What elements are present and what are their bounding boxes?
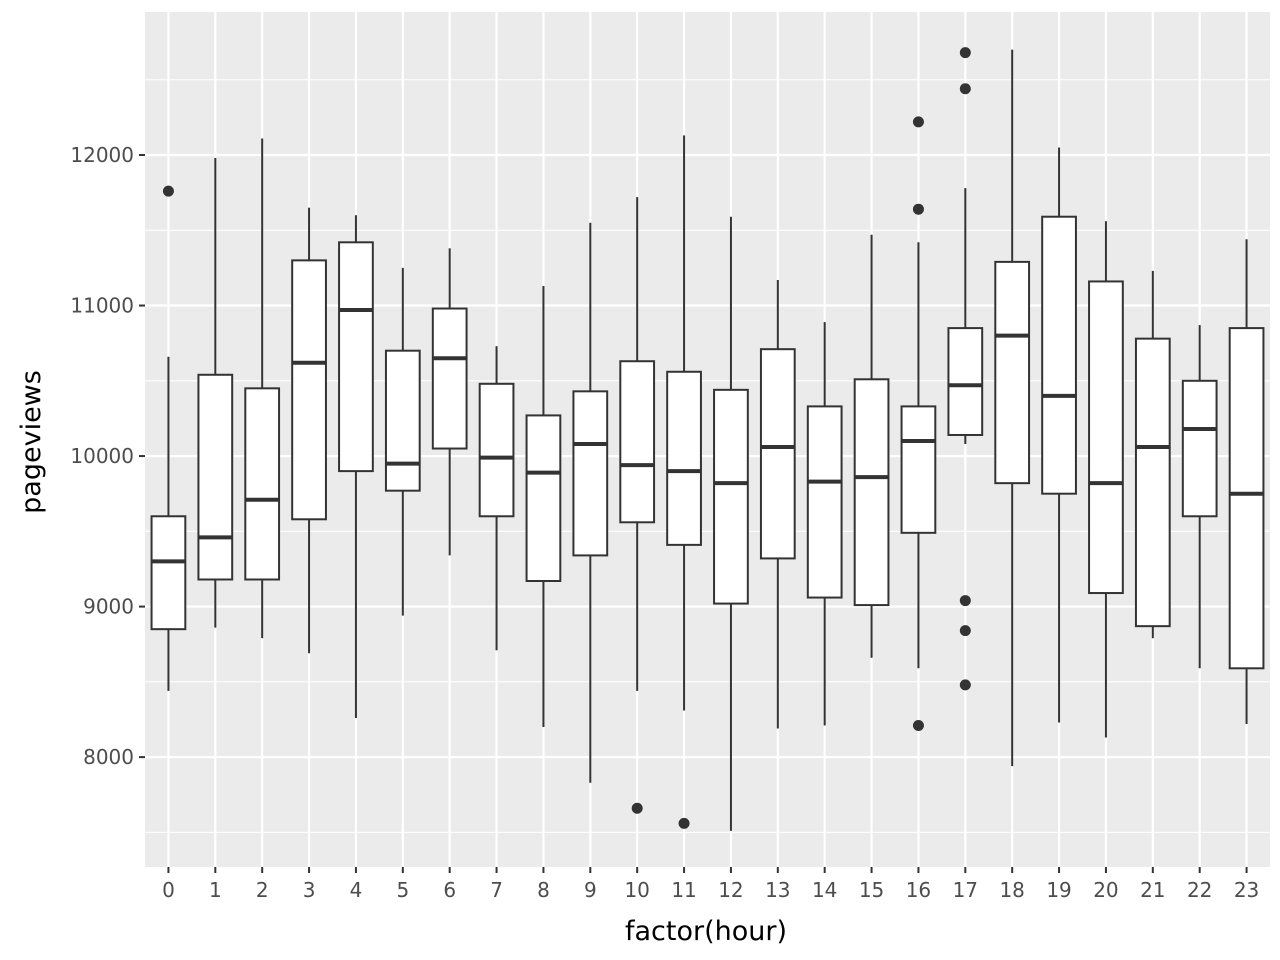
box-hour-12 xyxy=(713,216,749,831)
outlier-point xyxy=(912,116,924,128)
box-hour-16 xyxy=(900,116,937,732)
box-iqr xyxy=(525,414,562,582)
box-hour-10 xyxy=(619,197,656,814)
x-tick-label: 3 xyxy=(303,878,316,902)
minor-gridlines xyxy=(145,79,1270,833)
box-hour-3 xyxy=(291,207,327,654)
outlier-point xyxy=(678,817,690,829)
x-tick-label: 22 xyxy=(1187,878,1212,902)
box-iqr xyxy=(900,405,937,534)
y-tick-label: 10000 xyxy=(70,444,134,468)
outlier-point xyxy=(162,185,174,197)
box-hour-17 xyxy=(947,47,984,691)
x-tick-label: 1 xyxy=(209,878,222,902)
box-hour-7 xyxy=(478,346,515,651)
x-tick-label: 13 xyxy=(765,878,790,902)
box-iqr xyxy=(478,382,515,518)
box-hour-5 xyxy=(384,267,421,616)
box-iqr xyxy=(431,307,468,450)
outlier-point xyxy=(959,47,971,59)
y-axis-title: pageviews xyxy=(16,370,47,514)
outlier-point xyxy=(959,83,971,95)
boxes xyxy=(150,47,1265,831)
outlier-point xyxy=(959,625,971,637)
x-tick-label: 6 xyxy=(443,878,456,902)
x-tick-label: 23 xyxy=(1234,878,1259,902)
x-tick-label: 0 xyxy=(162,878,175,902)
box-iqr xyxy=(150,515,187,631)
outlier-point xyxy=(912,203,924,215)
x-tick-label: 8 xyxy=(537,878,550,902)
box-iqr xyxy=(666,370,702,546)
x-tick-label: 2 xyxy=(256,878,269,902)
box-iqr xyxy=(713,388,749,605)
box-hour-2 xyxy=(244,138,281,639)
outlier-point xyxy=(959,595,971,607)
box-iqr xyxy=(1041,215,1077,495)
box-iqr xyxy=(572,390,609,557)
outlier-point xyxy=(631,802,643,814)
box-iqr xyxy=(244,387,281,581)
box-hour-20 xyxy=(1088,221,1124,738)
box-iqr xyxy=(947,327,984,436)
box-iqr xyxy=(994,260,1031,485)
x-tick-label: 17 xyxy=(953,878,978,902)
box-hour-22 xyxy=(1181,325,1218,669)
x-tick-label: 19 xyxy=(1046,878,1071,902)
box-hour-0 xyxy=(150,185,187,691)
box-hour-9 xyxy=(572,222,609,783)
x-tick-label: 4 xyxy=(350,878,363,902)
x-tick-label: 9 xyxy=(584,878,597,902)
outlier-point xyxy=(959,679,971,691)
y-tick-label: 11000 xyxy=(70,294,134,318)
y-tick-label: 12000 xyxy=(70,143,134,167)
box-iqr xyxy=(759,348,796,560)
box-iqr xyxy=(338,241,374,473)
box-hour-8 xyxy=(525,285,562,728)
x-tick-label: 15 xyxy=(859,878,884,902)
box-iqr xyxy=(806,405,843,599)
x-tick-label: 5 xyxy=(396,878,409,902)
box-hour-19 xyxy=(1041,147,1077,723)
box-iqr xyxy=(1134,337,1171,628)
box-hour-14 xyxy=(806,322,843,726)
outlier-point xyxy=(912,720,924,732)
box-iqr xyxy=(619,360,656,524)
x-tick-label: 7 xyxy=(490,878,503,902)
x-axis-title: factor(hour) xyxy=(625,916,787,947)
box-iqr xyxy=(197,373,234,581)
x-tick-label: 21 xyxy=(1140,878,1165,902)
box-hour-21 xyxy=(1134,270,1171,639)
x-tick-label: 14 xyxy=(812,878,837,902)
box-hour-23 xyxy=(1228,239,1265,724)
box-hour-18 xyxy=(994,49,1031,767)
box-iqr xyxy=(853,378,890,607)
y-axis: 8000 9000 10000 11000 12000 xyxy=(70,143,145,769)
box-hour-6 xyxy=(431,248,468,556)
x-tick-label: 11 xyxy=(671,878,696,902)
box-iqr xyxy=(1181,379,1218,518)
box-iqr xyxy=(1228,327,1265,670)
x-tick-label: 20 xyxy=(1093,878,1118,902)
y-tick-label: 8000 xyxy=(83,745,134,769)
box-hour-11 xyxy=(666,135,702,829)
box-iqr xyxy=(384,349,421,492)
box-iqr xyxy=(291,259,327,521)
x-tick-label: 12 xyxy=(718,878,743,902)
box-hour-15 xyxy=(853,234,890,658)
x-tick-label: 16 xyxy=(906,878,931,902)
box-iqr xyxy=(1088,280,1124,595)
x-axis: 0 1 2 3 4 5 6 7 8 9 10 11 12 13 14 15 16 17 18 19 20 21 22 23 xyxy=(162,867,1259,902)
box-hour-4 xyxy=(338,215,374,718)
x-tick-label: 18 xyxy=(999,878,1024,902)
y-tick-label: 9000 xyxy=(83,595,134,619)
x-tick-label: 10 xyxy=(624,878,649,902)
box-hour-1 xyxy=(197,158,234,628)
box-hour-13 xyxy=(759,279,796,729)
